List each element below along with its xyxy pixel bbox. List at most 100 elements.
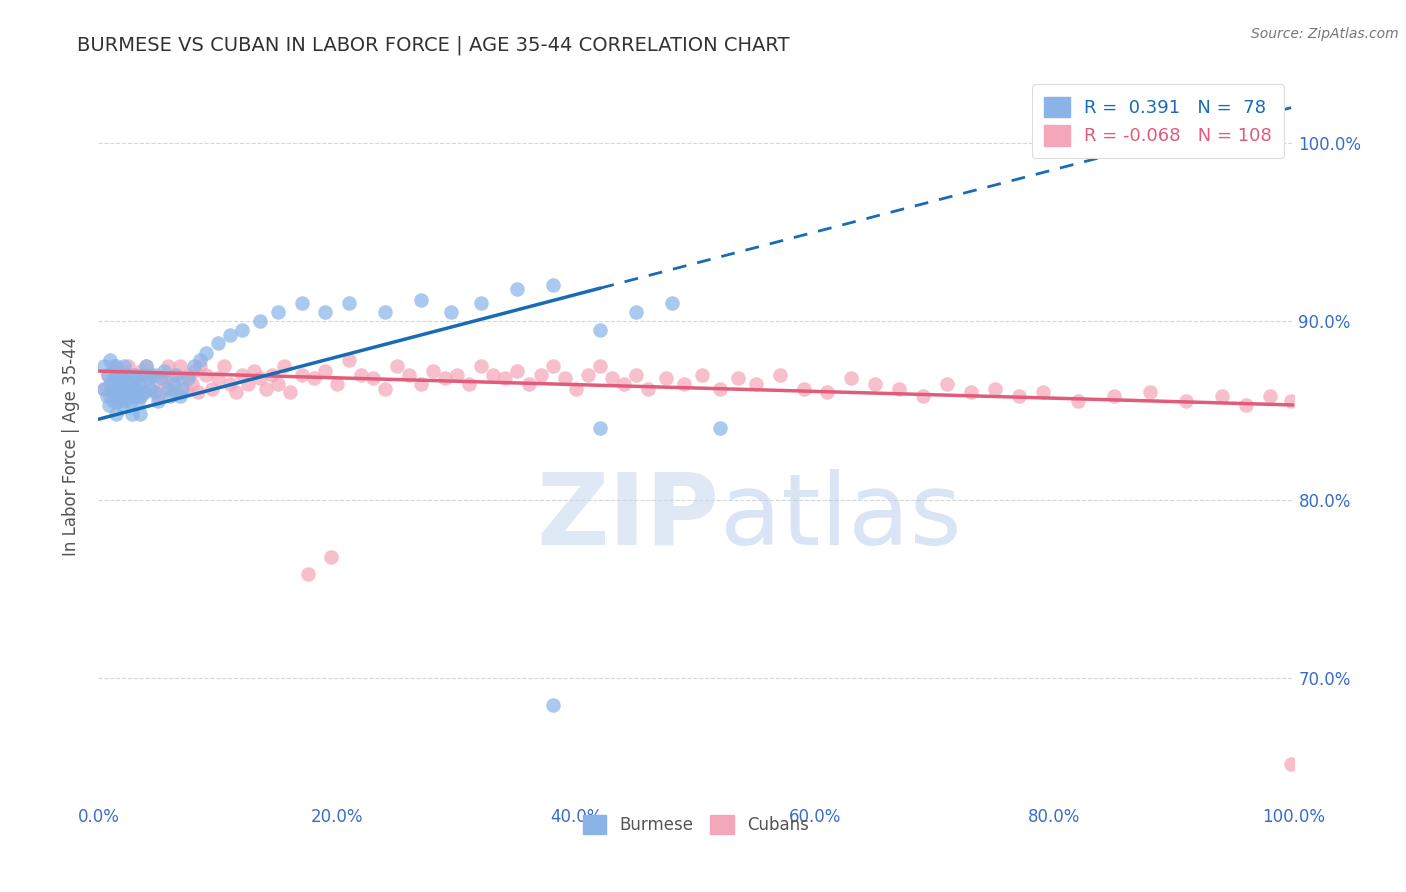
Point xyxy=(291,296,314,310)
Point xyxy=(124,368,146,382)
Point xyxy=(589,323,612,337)
Point xyxy=(374,305,396,319)
Point xyxy=(110,376,132,391)
Point xyxy=(98,376,122,391)
Point xyxy=(339,296,361,310)
Point xyxy=(267,376,290,391)
Point xyxy=(165,368,187,382)
Point xyxy=(960,385,983,400)
Point xyxy=(98,389,122,403)
Point xyxy=(169,359,191,373)
Point xyxy=(117,389,139,403)
Point xyxy=(626,305,648,319)
Point xyxy=(458,376,481,391)
Point xyxy=(297,567,319,582)
Point xyxy=(231,323,253,337)
Point xyxy=(131,389,153,403)
Point xyxy=(156,359,179,373)
Point xyxy=(1032,385,1054,400)
Point xyxy=(350,368,373,382)
Point xyxy=(101,394,124,409)
Point xyxy=(589,421,612,435)
Point xyxy=(243,364,266,378)
Point xyxy=(661,296,683,310)
Point xyxy=(530,368,553,382)
Point xyxy=(1139,385,1161,400)
Point xyxy=(153,364,176,378)
Point xyxy=(602,371,624,385)
Point xyxy=(481,368,505,382)
Point xyxy=(111,371,134,385)
Point xyxy=(143,385,166,400)
Point xyxy=(114,394,136,409)
Point xyxy=(127,394,149,409)
Point xyxy=(865,376,887,391)
Text: ZIP: ZIP xyxy=(537,469,720,566)
Point xyxy=(148,394,170,409)
Point xyxy=(108,371,131,385)
Point xyxy=(1234,398,1257,412)
Point xyxy=(911,389,934,403)
Point xyxy=(114,385,136,400)
Point xyxy=(506,364,529,378)
Point xyxy=(411,376,433,391)
Point xyxy=(219,376,242,391)
Point xyxy=(1175,394,1198,409)
Point xyxy=(565,382,588,396)
Point xyxy=(156,382,179,396)
Point xyxy=(135,359,157,373)
Point xyxy=(141,382,163,396)
Point xyxy=(727,371,749,385)
Point xyxy=(165,385,187,400)
Point xyxy=(398,368,420,382)
Point xyxy=(129,407,152,421)
Point xyxy=(124,389,146,403)
Point xyxy=(107,385,129,400)
Point xyxy=(105,359,128,373)
Point xyxy=(125,382,148,396)
Point xyxy=(177,368,200,382)
Point xyxy=(1279,394,1302,409)
Point xyxy=(195,368,218,382)
Point xyxy=(103,371,125,385)
Point xyxy=(115,368,138,382)
Point xyxy=(815,385,838,400)
Point xyxy=(273,359,295,373)
Point xyxy=(236,376,259,391)
Point xyxy=(150,371,173,385)
Point xyxy=(709,382,731,396)
Point xyxy=(135,359,157,373)
Point xyxy=(139,382,162,396)
Point xyxy=(97,368,120,382)
Point xyxy=(541,278,564,293)
Point xyxy=(363,371,385,385)
Point xyxy=(936,376,959,391)
Point xyxy=(93,382,115,396)
Legend: Burmese, Cubans: Burmese, Cubans xyxy=(576,808,815,841)
Point xyxy=(188,353,211,368)
Point xyxy=(118,376,141,391)
Point xyxy=(105,394,128,409)
Point xyxy=(108,389,131,403)
Point xyxy=(98,398,121,412)
Point xyxy=(108,368,131,382)
Point xyxy=(440,305,463,319)
Point xyxy=(889,382,911,396)
Point xyxy=(207,335,229,350)
Point xyxy=(174,382,197,396)
Point xyxy=(422,364,444,378)
Point xyxy=(841,371,863,385)
Point xyxy=(212,359,235,373)
Point xyxy=(183,364,205,378)
Point xyxy=(517,376,540,391)
Point xyxy=(291,368,314,382)
Point xyxy=(104,364,127,378)
Point xyxy=(411,293,433,307)
Point xyxy=(159,376,181,391)
Point xyxy=(117,359,139,373)
Point xyxy=(114,385,136,400)
Point xyxy=(107,394,129,409)
Point xyxy=(434,371,457,385)
Point xyxy=(141,368,163,382)
Point xyxy=(122,382,145,396)
